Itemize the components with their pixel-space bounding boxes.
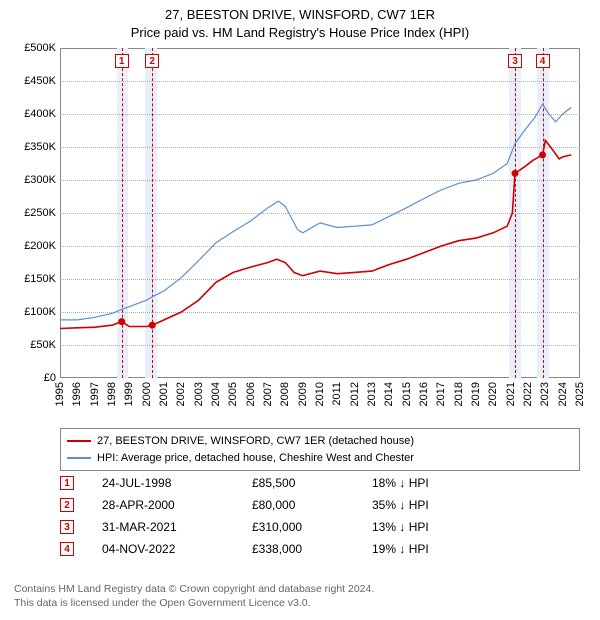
row-price: £85,500 (252, 476, 372, 490)
x-tick-label: 2013 (366, 382, 378, 406)
y-tick-label: £300K (6, 174, 56, 186)
y-tick-label: £200K (6, 240, 56, 252)
marker-box: 3 (508, 54, 522, 68)
row-marker: 3 (60, 520, 74, 534)
x-tick-label: 2020 (487, 382, 499, 406)
title-line-2: Price paid vs. HM Land Registry's House … (0, 24, 600, 42)
row-diff: 35% HPI (372, 498, 472, 512)
sales-table: 1 24-JUL-1998£85,50018% HPI 2 28-APR-2000£8… (60, 472, 580, 560)
y-tick-label: £350K (6, 141, 56, 153)
x-tick-label: 2024 (557, 382, 569, 406)
row-date: 31-MAR-2021 (102, 520, 252, 534)
x-tick-label: 2003 (193, 382, 205, 406)
x-tick-label: 1998 (106, 382, 118, 406)
line-series-layer (60, 48, 580, 378)
sale-point (512, 170, 519, 177)
row-marker: 2 (60, 498, 74, 512)
arrow-down-icon (399, 542, 405, 556)
arrow-down-icon (399, 520, 405, 534)
marker-box: 2 (145, 54, 159, 68)
x-tick-label: 1996 (71, 382, 83, 406)
row-price: £80,000 (252, 498, 372, 512)
x-tick-label: 2012 (349, 382, 361, 406)
x-tick-label: 2007 (262, 382, 274, 406)
legend-swatch-hpi (67, 457, 91, 459)
row-diff: 19% HPI (372, 542, 472, 556)
x-tick-label: 2009 (297, 382, 309, 406)
sale-point (539, 151, 546, 158)
series-line-property (60, 140, 571, 328)
x-tick-label: 1997 (89, 382, 101, 406)
x-tick-label: 2015 (401, 382, 413, 406)
legend-row-hpi: HPI: Average price, detached house, Ches… (67, 450, 573, 467)
x-tick-label: 2023 (539, 382, 551, 406)
x-tick-label: 2011 (331, 382, 343, 406)
y-tick-label: £250K (6, 207, 56, 219)
x-tick-label: 2018 (453, 382, 465, 406)
x-tick-label: 2022 (522, 382, 534, 406)
legend: 27, BEESTON DRIVE, WINSFORD, CW7 1ER (de… (60, 428, 580, 471)
row-date: 04-NOV-2022 (102, 542, 252, 556)
table-row: 4 04-NOV-2022£338,00019% HPI (60, 538, 580, 560)
x-tick-label: 1995 (54, 382, 66, 406)
table-row: 2 28-APR-2000£80,00035% HPI (60, 494, 580, 516)
x-tick-label: 2019 (470, 382, 482, 406)
chart-area: 1234 £0£50K£100K£150K£200K£250K£300K£350… (60, 48, 580, 378)
marker-box: 4 (536, 54, 550, 68)
row-date: 28-APR-2000 (102, 498, 252, 512)
footer-line-1: Contains HM Land Registry data © Crown c… (14, 582, 374, 596)
legend-label-property: 27, BEESTON DRIVE, WINSFORD, CW7 1ER (de… (97, 433, 414, 450)
x-tick-label: 2008 (279, 382, 291, 406)
table-row: 1 24-JUL-1998£85,50018% HPI (60, 472, 580, 494)
sale-point (118, 318, 125, 325)
x-tick-label: 2014 (383, 382, 395, 406)
x-tick-label: 2010 (314, 382, 326, 406)
y-tick-label: £400K (6, 108, 56, 120)
legend-swatch-property (67, 440, 91, 442)
row-date: 24-JUL-1998 (102, 476, 252, 490)
y-tick-label: £150K (6, 273, 56, 285)
legend-label-hpi: HPI: Average price, detached house, Ches… (97, 450, 414, 467)
x-tick-label: 2006 (245, 382, 257, 406)
y-tick-label: £50K (6, 339, 56, 351)
row-price: £310,000 (252, 520, 372, 534)
y-tick-label: £100K (6, 306, 56, 318)
title-line-1: 27, BEESTON DRIVE, WINSFORD, CW7 1ER (0, 6, 600, 24)
footer-line-2: This data is licensed under the Open Gov… (14, 596, 374, 610)
y-tick-label: £0 (6, 372, 56, 384)
sale-point (149, 322, 156, 329)
row-marker: 1 (60, 476, 74, 490)
x-tick-label: 1999 (123, 382, 135, 406)
series-line-hpi (60, 104, 571, 320)
y-tick-label: £500K (6, 42, 56, 54)
legend-row-property: 27, BEESTON DRIVE, WINSFORD, CW7 1ER (de… (67, 433, 573, 450)
x-tick-label: 2000 (141, 382, 153, 406)
x-tick-label: 2025 (574, 382, 586, 406)
x-tick-label: 2001 (158, 382, 170, 406)
y-tick-label: £450K (6, 75, 56, 87)
x-tick-label: 2021 (505, 382, 517, 406)
row-price: £338,000 (252, 542, 372, 556)
x-tick-label: 2016 (418, 382, 430, 406)
chart-title-block: 27, BEESTON DRIVE, WINSFORD, CW7 1ER Pri… (0, 0, 600, 41)
arrow-down-icon (399, 476, 405, 490)
row-marker: 4 (60, 542, 74, 556)
x-tick-label: 2017 (435, 382, 447, 406)
x-tick-label: 2005 (227, 382, 239, 406)
row-diff: 18% HPI (372, 476, 472, 490)
x-tick-label: 2004 (210, 382, 222, 406)
row-diff: 13% HPI (372, 520, 472, 534)
footer-attribution: Contains HM Land Registry data © Crown c… (14, 582, 374, 610)
table-row: 3 31-MAR-2021£310,00013% HPI (60, 516, 580, 538)
x-tick-label: 2002 (175, 382, 187, 406)
marker-box: 1 (115, 54, 129, 68)
arrow-down-icon (399, 498, 405, 512)
